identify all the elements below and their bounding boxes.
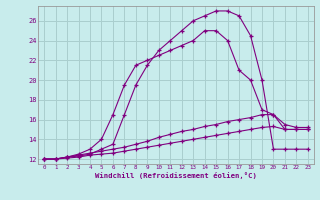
X-axis label: Windchill (Refroidissement éolien,°C): Windchill (Refroidissement éolien,°C) <box>95 172 257 179</box>
